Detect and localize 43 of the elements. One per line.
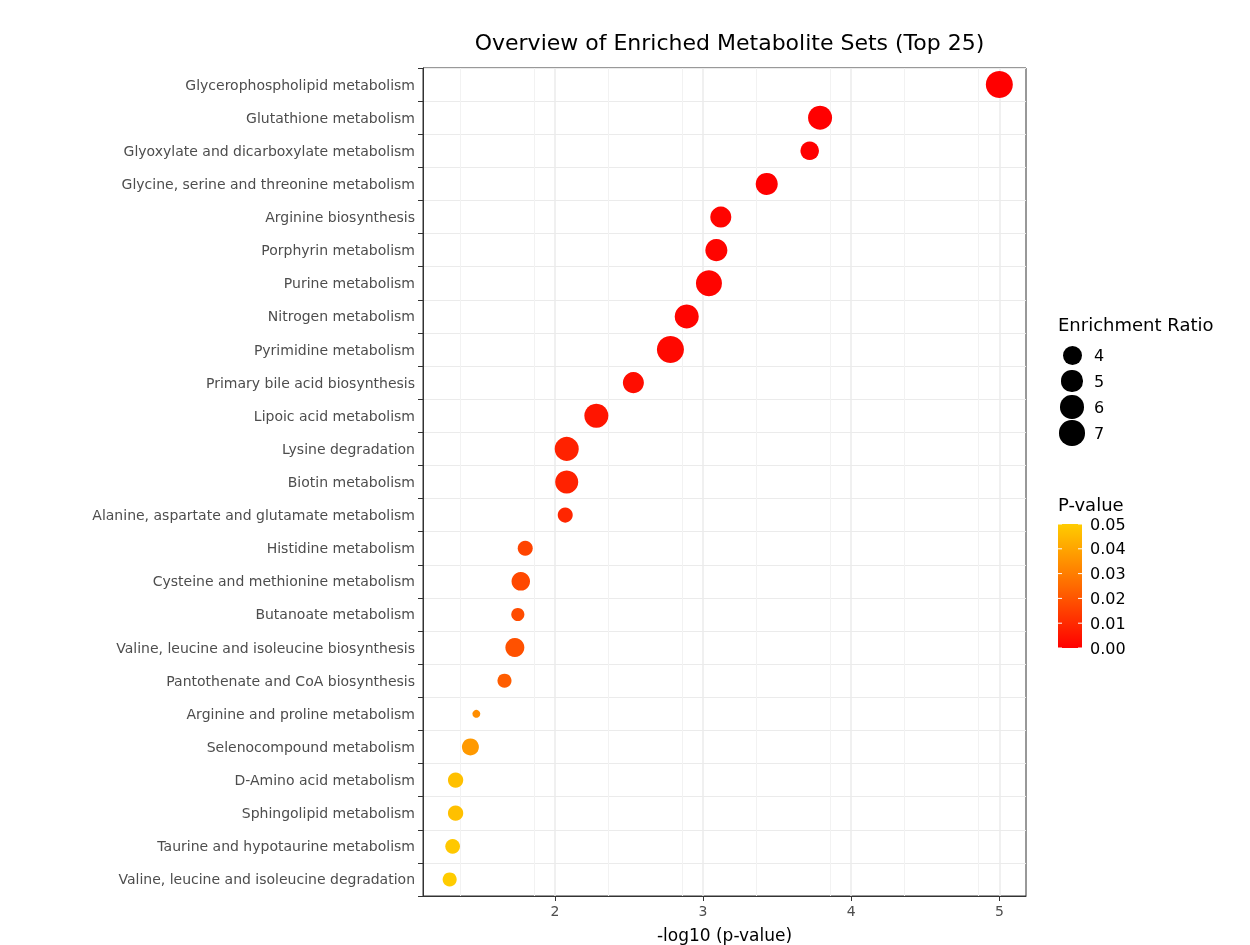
y-tick-label: Selenocompound metabolism <box>206 738 415 755</box>
y-tick-label: Valine, leucine and isoleucine degradation <box>118 871 415 888</box>
y-tick-label: Cysteine and methionine metabolism <box>152 573 415 590</box>
x-tick-label: 2 <box>550 903 560 919</box>
y-tick-label: Nitrogen metabolism <box>267 308 415 325</box>
y-tick-label: D-Amino acid metabolism <box>234 772 415 789</box>
y-tick-label: Butanoate metabolism <box>255 606 415 623</box>
legend-label: 4 <box>1094 345 1105 365</box>
legend-label: 5 <box>1094 371 1105 391</box>
y-tick-label: Pantothenate and CoA biosynthesis <box>166 672 415 689</box>
x-tick-label: 5 <box>994 903 1004 919</box>
y-tick-label: Biotin metabolism <box>287 474 415 490</box>
y-tick-label: Primary bile acid biosynthesis <box>205 374 415 391</box>
chart-title: Overview of Enriched Metabolite Sets (Top 25) <box>474 29 985 55</box>
y-tick-label: Arginine and proline metabolism <box>186 705 415 722</box>
legend-label: 6 <box>1094 397 1105 417</box>
y-tick-label: Histidine metabolism <box>266 540 415 557</box>
y-tick-label: Lysine degradation <box>282 440 415 457</box>
y-tick-label: Valine, leucine and isoleucine biosynthesis <box>116 639 415 656</box>
y-tick-label: Glycine, serine and threonine metabolism <box>121 175 415 192</box>
color-bar-label: 0.02 <box>1090 588 1126 608</box>
y-tick-label: Glyoxylate and dicarboxylate metabolism <box>123 142 415 159</box>
y-tick-label: Lipoic acid metabolism <box>253 407 415 424</box>
y-tick-label: Sphingolipid metabolism <box>241 805 415 822</box>
color-bar-label: 0.05 <box>1090 514 1126 534</box>
x-tick-label: 3 <box>698 903 708 919</box>
color-bar-label: 0.00 <box>1090 638 1126 658</box>
y-tick-label: Glycerophospholipid metabolism <box>185 76 415 93</box>
legend-title: Enrichment Ratio <box>1058 314 1214 336</box>
y-tick-label: Pyrimidine metabolism <box>253 341 415 358</box>
y-tick-label: Purine metabolism <box>283 275 415 292</box>
x-axis-title: -log10 (p-value) <box>656 924 793 945</box>
color-bar-label: 0.01 <box>1090 613 1126 633</box>
legend-label: 7 <box>1094 423 1105 443</box>
y-tick-label: Arginine biosynthesis <box>265 209 415 226</box>
color-bar-title: P-value <box>1058 493 1124 515</box>
color-bar-label: 0.03 <box>1090 564 1126 584</box>
y-tick-label: Taurine and hypotaurine metabolism <box>156 838 415 855</box>
y-tick-label: Alanine, aspartate and glutamate metabolism <box>92 507 415 524</box>
x-tick-label: 4 <box>846 903 856 919</box>
y-tick-label: Porphyrin metabolism <box>261 242 415 259</box>
color-bar-label: 0.04 <box>1090 539 1126 559</box>
y-tick-label: Glutathione metabolism <box>246 109 415 126</box>
